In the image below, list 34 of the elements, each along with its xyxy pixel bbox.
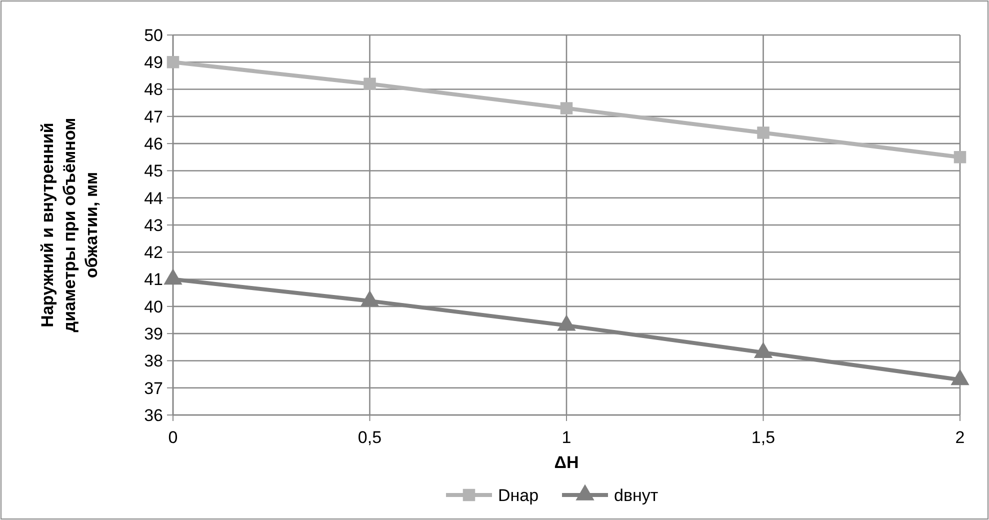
point xyxy=(164,268,182,285)
x-axis-title: ΔH xyxy=(554,453,579,472)
point xyxy=(360,290,380,306)
y-tick-label: 42 xyxy=(144,243,163,262)
y-tick-label: 36 xyxy=(144,406,163,425)
point xyxy=(757,126,770,139)
y-tick-label: 40 xyxy=(144,297,163,316)
legend-label: Dнар xyxy=(498,486,539,505)
point xyxy=(754,342,773,358)
y-tick-label: 37 xyxy=(144,378,163,398)
y-tick-label: 41 xyxy=(144,270,163,290)
legend-label: dвнут xyxy=(614,486,658,505)
x-tick-label: 0,5 xyxy=(358,428,382,447)
y-tick-label: 49 xyxy=(144,53,163,72)
point xyxy=(166,56,180,68)
point xyxy=(557,314,576,331)
y-tick-label: 50 xyxy=(144,26,163,45)
point xyxy=(950,368,970,386)
y-tick-label: 44 xyxy=(144,188,163,208)
y-tick-label: 38 xyxy=(144,352,163,371)
point xyxy=(364,78,376,90)
y-tick-label: 48 xyxy=(144,80,163,100)
y-tick-label: 39 xyxy=(144,324,163,344)
y-axis-title: Наружний и внутренний диаметры при объёмном обжатии, мм xyxy=(38,118,101,332)
x-tick-label: 1,5 xyxy=(751,428,776,447)
y-tick-label: 43 xyxy=(144,216,163,235)
point xyxy=(560,102,573,114)
y-tick-label: 47 xyxy=(144,107,163,126)
x-tick-label: 1 xyxy=(562,428,572,447)
y-tick-label: 46 xyxy=(144,134,163,154)
y-tick-label: 45 xyxy=(144,162,163,181)
x-tick-label: 2 xyxy=(955,428,965,447)
point xyxy=(954,151,966,164)
x-tick-label: 0 xyxy=(168,428,178,447)
